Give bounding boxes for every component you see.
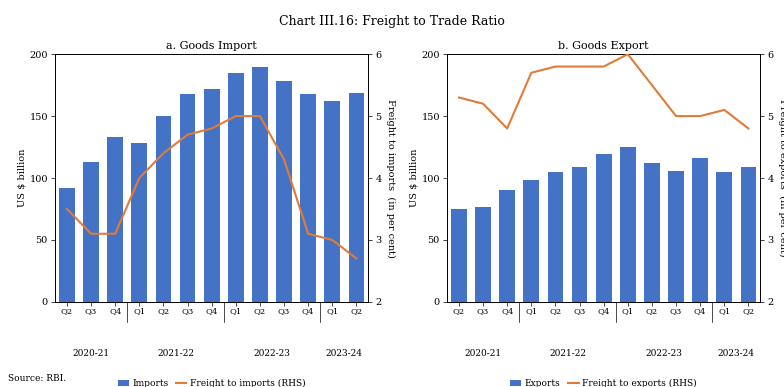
Y-axis label: US $ billion: US $ billion [18, 149, 27, 207]
Text: 2023-24: 2023-24 [718, 349, 755, 358]
Legend: Exports, Freight to exports (RHS): Exports, Freight to exports (RHS) [506, 376, 701, 387]
Bar [83, 162, 99, 302]
Text: 2020-21: 2020-21 [464, 349, 502, 358]
Bar [620, 147, 636, 302]
Bar [180, 94, 195, 302]
Bar [252, 67, 268, 302]
Text: 2021-22: 2021-22 [549, 349, 586, 358]
Bar [475, 207, 491, 302]
Bar [204, 89, 220, 302]
Y-axis label: Freight to imports  (in per cent): Freight to imports (in per cent) [386, 99, 395, 257]
Title: b. Goods Export: b. Goods Export [558, 41, 649, 51]
Bar [155, 116, 171, 302]
Bar [499, 190, 515, 302]
Bar [276, 81, 292, 302]
Bar [572, 167, 587, 302]
Bar [349, 92, 365, 302]
Bar [59, 188, 74, 302]
Bar [596, 154, 612, 302]
Bar [524, 180, 539, 302]
Bar [325, 101, 340, 302]
Bar [644, 163, 660, 302]
Title: a. Goods Import: a. Goods Import [166, 41, 257, 51]
Text: 2022-23: 2022-23 [253, 349, 290, 358]
Text: Source: RBI.: Source: RBI. [8, 374, 66, 383]
Bar [228, 73, 244, 302]
Bar [717, 172, 732, 302]
Bar [741, 167, 757, 302]
Text: 2020-21: 2020-21 [72, 349, 110, 358]
Text: 2023-24: 2023-24 [326, 349, 363, 358]
Bar [132, 143, 147, 302]
Bar [451, 209, 466, 302]
Bar [692, 158, 708, 302]
Bar [668, 171, 684, 302]
Text: 2021-22: 2021-22 [157, 349, 194, 358]
Bar [300, 94, 316, 302]
Bar [107, 137, 123, 302]
Y-axis label: Freight to exports  (in per cent): Freight to exports (in per cent) [778, 99, 784, 257]
Legend: Imports, Freight to imports (RHS): Imports, Freight to imports (RHS) [114, 376, 309, 387]
Y-axis label: US $ billion: US $ billion [410, 149, 419, 207]
Text: Chart III.16: Freight to Trade Ratio: Chart III.16: Freight to Trade Ratio [279, 15, 505, 29]
Text: 2022-23: 2022-23 [645, 349, 682, 358]
Bar [547, 172, 563, 302]
